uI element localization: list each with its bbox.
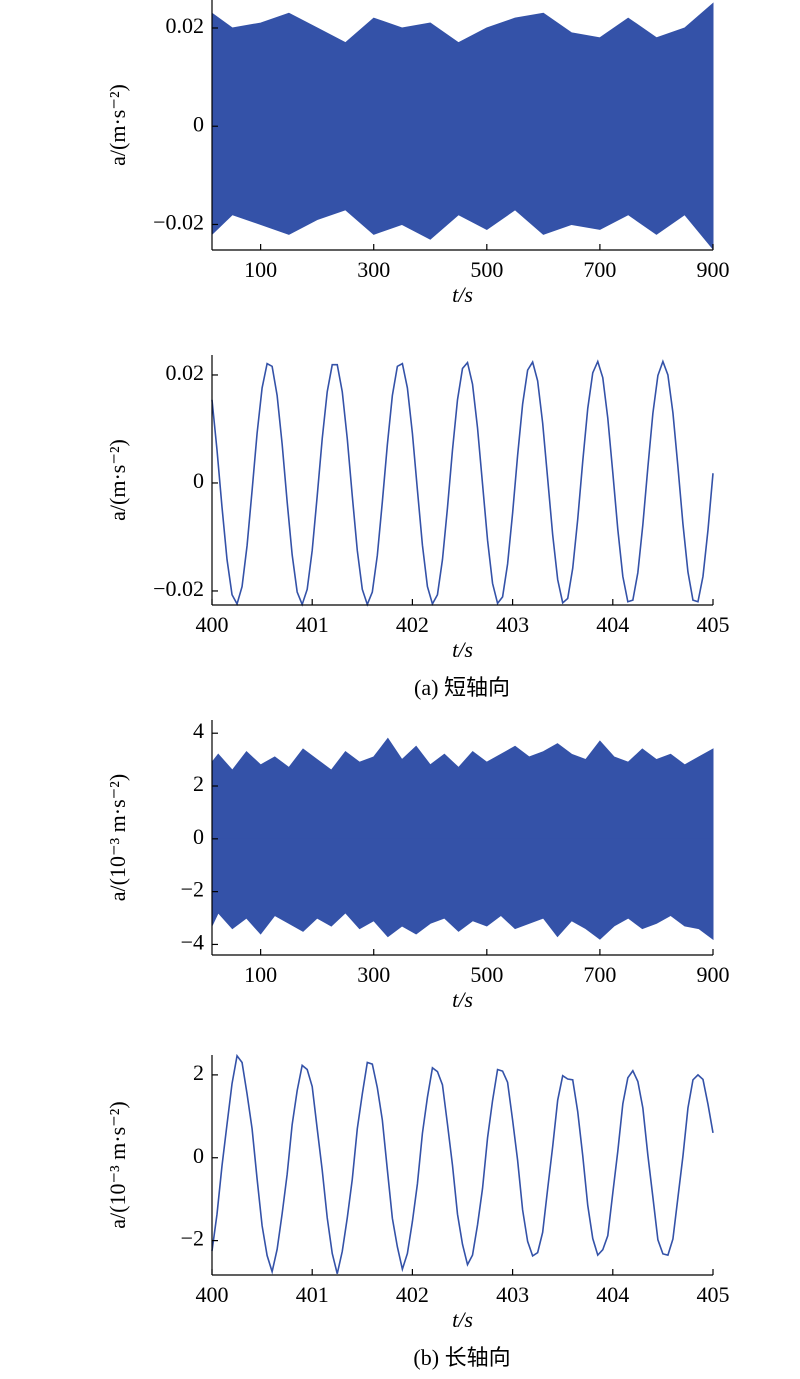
x-tick-label: 900 (697, 257, 730, 282)
y-tick-label: 0.02 (166, 13, 205, 38)
y-axis-label: a/(10⁻³ m·s⁻²) (105, 1101, 130, 1228)
x-tick-label: 500 (470, 962, 503, 987)
x-tick-label: 405 (697, 1282, 730, 1307)
signal-line (211, 359, 714, 607)
x-tick-label: 100 (244, 962, 277, 987)
y-axis-label: a/(10⁻³ m·s⁻²) (105, 774, 130, 901)
signal-envelope (211, 838, 714, 941)
y-tick-label: 2 (193, 771, 204, 796)
x-axis-label: t/s (452, 637, 473, 662)
y-tick-label: 2 (193, 1060, 204, 1085)
y-tick-label: 0 (193, 468, 204, 493)
y-tick-label: 0 (193, 824, 204, 849)
x-tick-label: 404 (596, 1282, 629, 1307)
x-tick-label: 400 (196, 1282, 229, 1307)
signal-envelope (211, 737, 714, 840)
x-tick-label: 400 (196, 612, 229, 637)
caption: (a) 短轴向 (414, 675, 510, 700)
y-tick-label: 4 (193, 718, 204, 743)
x-tick-label: 900 (697, 962, 730, 987)
y-tick-label: −2 (181, 877, 204, 902)
y-axis-label: a/(m·s⁻²) (105, 84, 130, 166)
y-tick-label: −0.02 (153, 576, 204, 601)
x-tick-label: 402 (396, 612, 429, 637)
x-tick-label: 403 (496, 1282, 529, 1307)
x-tick-label: 500 (470, 257, 503, 282)
x-axis-label: t/s (452, 987, 473, 1012)
x-tick-label: 404 (596, 612, 629, 637)
y-tick-label: 0 (193, 1143, 204, 1168)
y-tick-label: 0 (193, 111, 204, 136)
caption: (b) 长轴向 (413, 1345, 510, 1370)
y-tick-label: −2 (181, 1226, 204, 1251)
x-tick-label: 700 (583, 257, 616, 282)
x-tick-label: 401 (296, 612, 329, 637)
x-axis-label: t/s (452, 282, 473, 307)
x-axis-label: t/s (452, 1307, 473, 1332)
x-tick-label: 401 (296, 1282, 329, 1307)
x-tick-label: 700 (583, 962, 616, 987)
y-tick-label: −4 (181, 929, 204, 954)
signal-line (211, 1053, 714, 1275)
x-tick-label: 402 (396, 1282, 429, 1307)
x-tick-label: 300 (357, 257, 390, 282)
y-axis-label: a/(m·s⁻²) (105, 439, 130, 521)
x-tick-label: 405 (697, 612, 730, 637)
x-tick-label: 100 (244, 257, 277, 282)
y-tick-label: 0.02 (166, 360, 205, 385)
x-tick-label: 300 (357, 962, 390, 987)
signal-envelope (211, 2, 714, 127)
x-tick-label: 403 (496, 612, 529, 637)
signal-envelope (211, 125, 714, 251)
y-tick-label: −0.02 (153, 210, 204, 235)
